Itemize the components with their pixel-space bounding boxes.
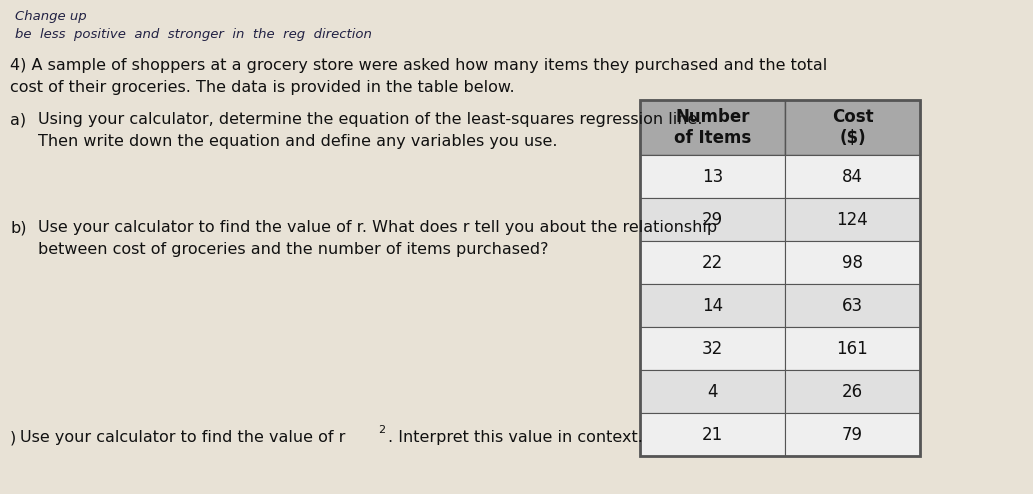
Text: 32: 32 [701,339,723,358]
Text: b): b) [10,220,27,235]
Text: 84: 84 [842,167,863,186]
Text: 29: 29 [702,210,723,229]
Bar [640,370,785,413]
Bar [640,241,785,284]
Text: Use your calculator to find the value of r. What does r tell you about the relat: Use your calculator to find the value of… [38,220,717,235]
Text: 161: 161 [837,339,869,358]
Text: cost of their groceries. The data is provided in the table below.: cost of their groceries. The data is pro… [10,80,514,95]
Bar [785,100,920,155]
Text: 21: 21 [701,425,723,444]
Bar [640,327,785,370]
Text: between cost of groceries and the number of items purchased?: between cost of groceries and the number… [38,242,549,257]
Text: 63: 63 [842,296,863,315]
Bar [640,155,785,198]
Bar [640,100,920,456]
Bar [785,155,920,198]
Bar [640,284,785,327]
Text: 13: 13 [701,167,723,186]
Text: Use your calculator to find the value of r: Use your calculator to find the value of… [20,430,345,445]
Text: . Interpret this value in context.: . Interpret this value in context. [388,430,643,445]
Text: 4: 4 [708,382,718,401]
Bar [785,284,920,327]
Text: 26: 26 [842,382,863,401]
Bar [640,100,785,155]
Text: 124: 124 [837,210,869,229]
Text: 4) A sample of shoppers at a grocery store were asked how many items they purcha: 4) A sample of shoppers at a grocery sto… [10,58,827,73]
Text: 98: 98 [842,253,863,272]
Text: Using your calculator, determine the equation of the least-squares regression li: Using your calculator, determine the equ… [38,112,702,127]
Bar [785,241,920,284]
Bar [785,413,920,456]
Bar [640,413,785,456]
Bar [640,198,785,241]
Text: 2: 2 [378,425,385,435]
Text: 79: 79 [842,425,863,444]
Text: 22: 22 [701,253,723,272]
Text: Then write down the equation and define any variables you use.: Then write down the equation and define … [38,134,558,149]
Bar [785,327,920,370]
Text: be  less  positive  and  stronger  in  the  reg  direction: be less positive and stronger in the reg… [15,28,372,41]
Text: Change up: Change up [15,10,87,23]
Bar [785,370,920,413]
Text: ): ) [10,430,17,445]
Bar [785,198,920,241]
Text: Number
of Items: Number of Items [674,108,751,147]
Text: a): a) [10,112,26,127]
Text: 14: 14 [702,296,723,315]
Text: Cost
($): Cost ($) [832,108,873,147]
